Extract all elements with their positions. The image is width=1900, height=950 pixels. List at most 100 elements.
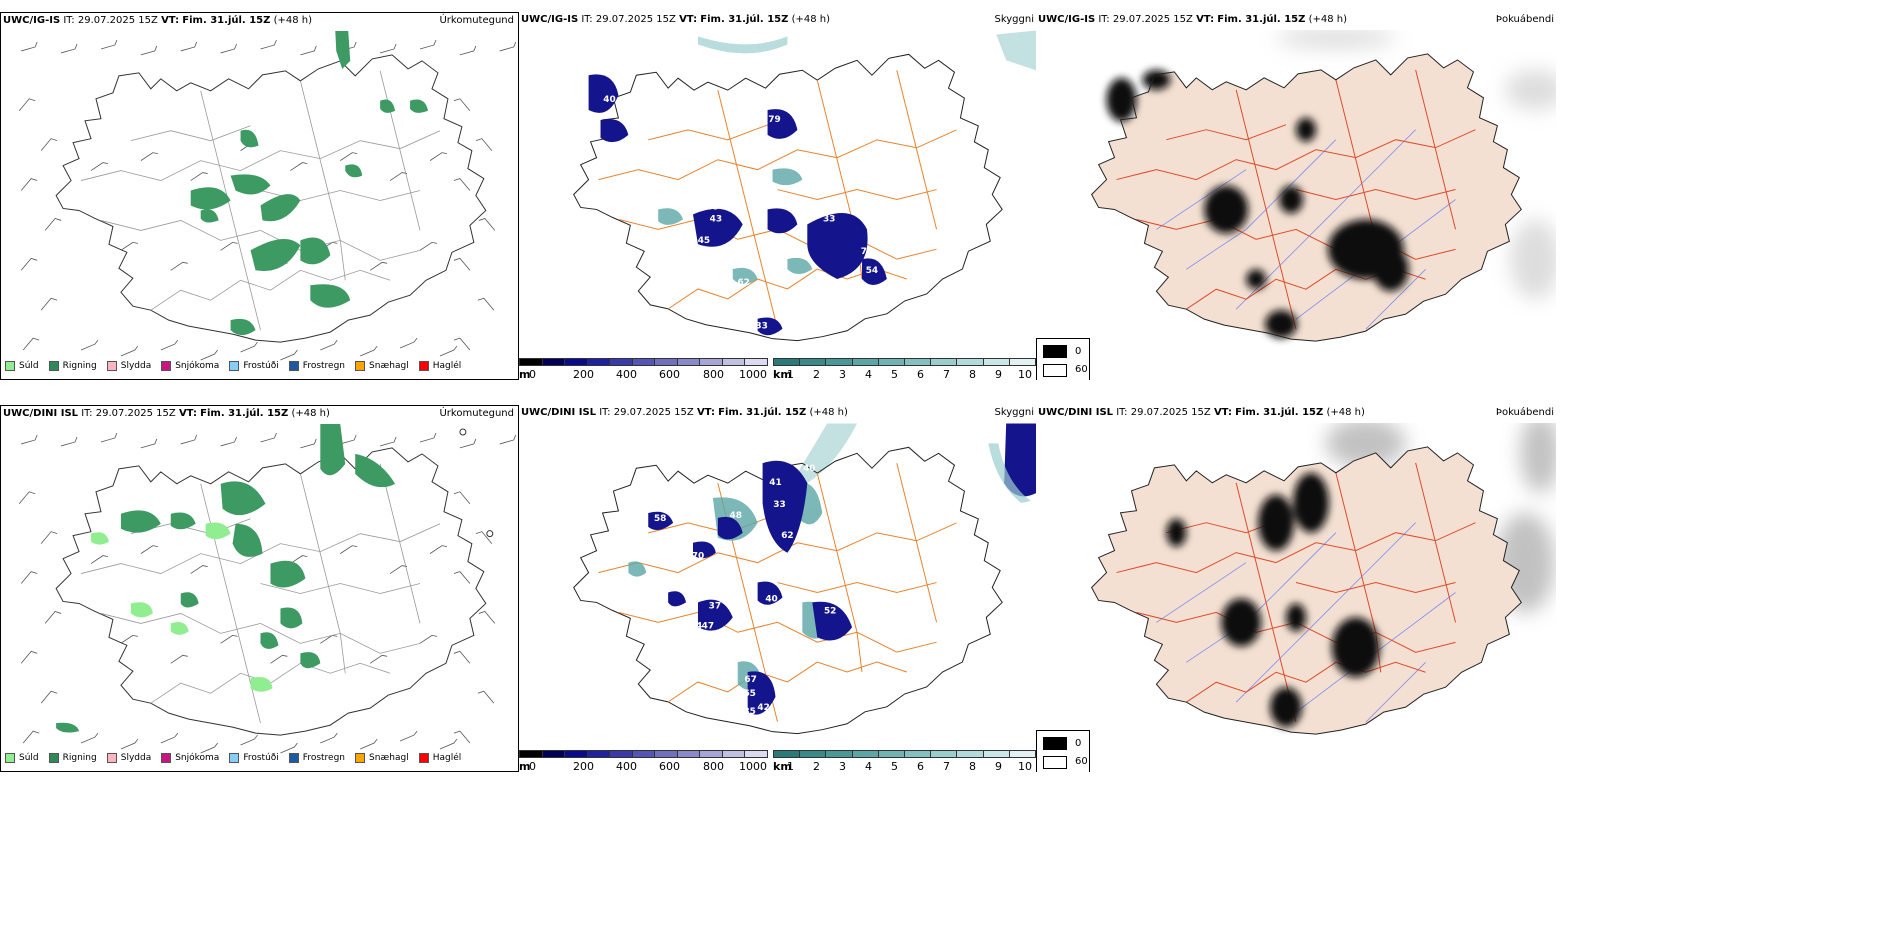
colorbar-tick-label: 200 <box>573 368 594 380</box>
legend-item: Frostúði <box>229 361 279 371</box>
ceiling-value-label: 37 <box>728 204 740 214</box>
legend-swatch <box>5 361 15 371</box>
colorbar-tick-label: 1 <box>787 368 794 380</box>
colorbar-segment <box>676 750 701 758</box>
colorbar-unit: m <box>519 368 531 380</box>
colorbar-tick-label: 6 <box>917 368 924 380</box>
legend-item: Frostregn <box>288 753 345 763</box>
colorbar-unit: m <box>519 760 531 772</box>
fog-legend-label: 60 <box>1075 364 1088 375</box>
colorbar-segment <box>956 750 984 758</box>
ceiling-value-label: 52 <box>824 606 836 616</box>
precip-type-title-top: Úrkomutegund <box>439 15 514 26</box>
colorbar-segment <box>1008 358 1036 366</box>
legend-item: Rigning <box>48 361 97 371</box>
colorbar-segment <box>956 358 984 366</box>
fog-index-title-top: Þokuábendi <box>1495 14 1554 25</box>
fog-legend-bottom: 0 60 <box>1036 730 1090 772</box>
precip-panel-top: UWC/IG-IS IT: 29.07.2025 15Z VT: Fim. 31… <box>0 12 519 380</box>
colorbar-tick-label: 8 <box>969 760 976 772</box>
cloud-title-bottom: UWC/DINI ISL IT: 29.07.2025 15Z VT: Fim.… <box>521 407 848 418</box>
precip-title-bottom: UWC/DINI ISL IT: 29.07.2025 15Z VT: Fim.… <box>3 408 330 419</box>
colorbar-segment <box>699 358 723 366</box>
colorbar-tick-label: 10 <box>1018 760 1032 772</box>
ceiling-value-label: 40 <box>803 464 815 474</box>
ceiling-value-label: 33 <box>773 500 785 510</box>
colorbar-segment <box>982 750 1010 758</box>
fog-legend-swatch-white <box>1043 756 1067 769</box>
legend-swatch <box>229 753 240 763</box>
ceiling-value-label: 67 <box>744 675 756 685</box>
ceiling-value-label: 40 <box>765 594 777 604</box>
ceiling-labels: 41 40 33 48 62 58 70 40 52 44 47 37 67 65 35 42 <box>654 464 836 717</box>
colorbar-tick-label: 1000 <box>739 760 767 772</box>
fog-legend-swatch-black <box>1043 345 1067 358</box>
colorbar-tick-label: 400 <box>616 368 637 380</box>
colorbar-tick-label: 3 <box>839 368 846 380</box>
colorbar-tick-label: 800 <box>703 368 724 380</box>
colorbar-tick-label: 10 <box>1018 368 1032 380</box>
legend-item: Haglél <box>418 361 461 371</box>
precip-type-title-bottom: Úrkomutegund <box>439 408 514 419</box>
colorbar-tick-label: 1000 <box>739 368 767 380</box>
fog-index-title-bottom: Þokuábendi <box>1495 407 1554 418</box>
colorbar-tick-label: 4 <box>865 760 872 772</box>
fog-legend-label: 60 <box>1075 756 1088 767</box>
colorbar-tick-label: 600 <box>659 368 680 380</box>
colorbar-segment <box>676 358 701 366</box>
colorbar-segment <box>851 358 879 366</box>
ceiling-value-label: 42 <box>757 703 769 713</box>
colorbar-segment <box>541 358 566 366</box>
cloud-title-top: UWC/IG-IS IT: 29.07.2025 15Z VT: Fim. 31… <box>521 14 830 25</box>
ceiling-value-label: 45 <box>698 236 710 246</box>
legend-swatch <box>48 361 59 371</box>
legend-item: Frostúði <box>229 753 279 763</box>
legend-item: Snjókoma <box>161 361 219 371</box>
ceiling-value-label: 37 <box>709 601 721 611</box>
legend-swatch <box>106 361 117 371</box>
visibility-colorbar-top: km 1 2 3 4 5 6 7 8 9 10 <box>773 358 1036 380</box>
ceiling-colorbar-top: m 0 200 400 600 800 1000 <box>519 358 769 380</box>
colorbar-segment <box>877 358 905 366</box>
cloud-map-bottom: 41 40 33 48 62 58 70 40 52 44 47 37 67 65 35 42 <box>573 423 1036 735</box>
colorbar-tick-label: 6 <box>917 760 924 772</box>
colorbar-unit: km <box>773 368 792 380</box>
colorbar-segment <box>1008 750 1036 758</box>
colorbar-segment <box>564 358 588 366</box>
ceiling-value-label: 39 <box>707 202 719 212</box>
ceiling-value-label: 41 <box>769 478 781 488</box>
ceiling-value-label: 70 <box>692 552 704 562</box>
ceiling-value-label: 51 <box>616 65 628 75</box>
visibility-title-top: Skyggni <box>994 14 1034 25</box>
cloud-panel-bottom: 41 40 33 48 62 58 70 40 52 44 47 37 67 65 35 42 UWC/DIN… <box>519 405 1036 772</box>
colorbar-segment <box>699 750 723 758</box>
legend-swatch <box>288 753 299 763</box>
ceiling-colorbar-bottom: m 0 200 400 600 800 1000 <box>519 750 769 772</box>
precip-panel-bottom: UWC/DINI ISL IT: 29.07.2025 15Z VT: Fim.… <box>0 405 519 772</box>
legend-swatch <box>229 361 240 371</box>
colorbar-segment <box>721 750 746 758</box>
precip-map-top <box>18 31 517 361</box>
legend-item: Slydda <box>106 361 151 371</box>
fog-map-top <box>1091 30 1556 342</box>
ceiling-value-label: 35 <box>743 707 755 717</box>
fog-panel-top: UWC/IG-IS IT: 29.07.2025 15Z VT: Fim. 31… <box>1036 12 1556 380</box>
ceiling-value-label: 40 <box>603 95 615 105</box>
colorbar-segment <box>851 750 879 758</box>
ceiling-value-label: 62 <box>620 49 632 59</box>
colorbar-segment <box>631 358 656 366</box>
colorbar-segment <box>744 358 768 366</box>
legend-swatch <box>5 753 15 763</box>
ceiling-value-label: 78 <box>861 247 873 257</box>
colorbar-tick-label: 1 <box>787 760 794 772</box>
ceiling-value-label: 33 <box>755 322 767 332</box>
ceiling-labels: 62 51 44 40 01 79 39 43 37 42 33 45 78 54 62 33 <box>603 49 878 331</box>
legend-item: Slydda <box>106 753 151 763</box>
legend-item: Frostregn <box>288 361 345 371</box>
ceiling-value-label: 58 <box>654 514 666 524</box>
ceiling-value-label: 01 <box>763 95 775 105</box>
precip-title-top: UWC/IG-IS IT: 29.07.2025 15Z VT: Fim. 31… <box>3 15 312 26</box>
legend-swatch <box>161 361 172 371</box>
legend-item: Snæhagl <box>355 361 409 371</box>
fog-legend-swatch-black <box>1043 737 1067 750</box>
